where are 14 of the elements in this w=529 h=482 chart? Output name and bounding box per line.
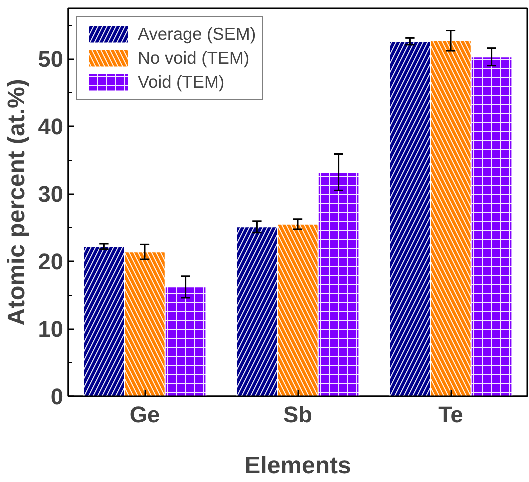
- x-axis-title: Elements: [244, 452, 352, 480]
- y-tick-label: 30: [38, 181, 64, 208]
- y-tick-label: 0: [50, 384, 64, 410]
- y-tick-label: 10: [38, 316, 64, 342]
- legend-label: Void (TEM): [138, 72, 225, 92]
- x-tick-label: Te: [438, 402, 464, 428]
- y-tick-label: 20: [38, 248, 64, 275]
- x-tick-label: Ge: [130, 402, 160, 428]
- y-axis-title: Atomic percent (at.%): [3, 79, 30, 326]
- x-tick-label: Sb: [284, 402, 312, 428]
- legend-label: Average (SEM): [138, 24, 256, 44]
- y-tick-label: 50: [38, 46, 64, 72]
- y-tick-label: 40: [38, 114, 64, 140]
- legend-label: No void (TEM): [138, 48, 250, 68]
